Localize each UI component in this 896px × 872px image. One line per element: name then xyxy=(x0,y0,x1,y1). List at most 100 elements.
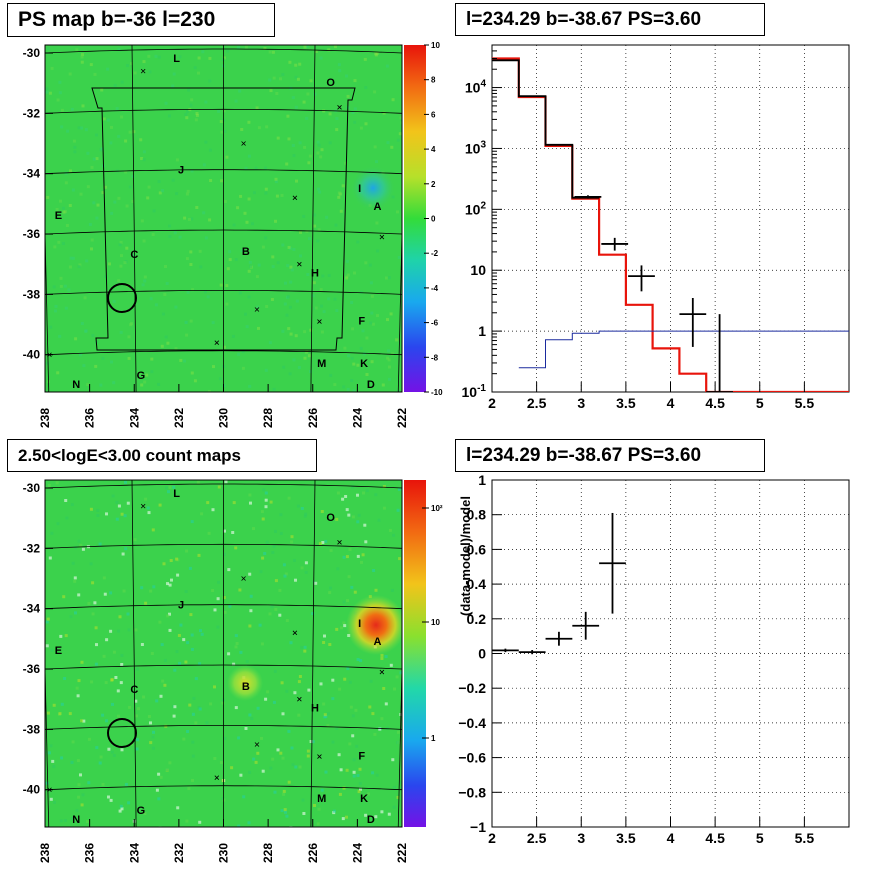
cnt-noise-pixel xyxy=(120,807,124,811)
ps-noise-pixel xyxy=(353,79,357,83)
cnt-noise-pixel xyxy=(269,500,273,504)
ps-noise-pixel xyxy=(106,118,110,122)
ps-noise-pixel xyxy=(226,49,230,53)
ps-meridian xyxy=(45,218,50,392)
ps-source-label: I xyxy=(358,183,361,195)
ps-noise-pixel xyxy=(238,89,242,93)
cnt-noise-pixel xyxy=(187,787,191,791)
ps-noise-pixel xyxy=(185,116,189,120)
ps-noise-pixel xyxy=(112,299,116,303)
ps-noise-pixel xyxy=(247,295,251,299)
ps-noise-pixel xyxy=(275,194,279,198)
residual-x-tick-label: 4.5 xyxy=(705,830,725,846)
ps-noise-pixel xyxy=(344,161,348,165)
cnt-noise-pixel xyxy=(114,676,118,679)
ps-noise-pixel xyxy=(108,262,111,266)
residual-data-points xyxy=(492,512,626,655)
ps-noise-pixel xyxy=(140,219,144,223)
residual-frame xyxy=(491,479,850,828)
cnt-noise-pixel xyxy=(227,568,231,572)
ps-noise-pixel xyxy=(352,362,356,366)
ps-x-marker xyxy=(379,234,385,240)
cnt-noise-pixel xyxy=(396,741,400,744)
cnt-noise-pixel xyxy=(226,824,230,827)
cnt-noise-pixel xyxy=(239,773,243,777)
cnt-noise-pixel xyxy=(273,790,277,794)
ps-noise-pixel xyxy=(312,281,316,285)
residual-y-tick-label: −1 xyxy=(470,819,486,835)
ps-noise-pixel xyxy=(241,366,245,370)
cnt-noise-pixel xyxy=(261,769,265,773)
ps-colorbar-tick-label: -4 xyxy=(431,284,439,293)
ps-noise-pixel xyxy=(313,224,317,228)
ps-x-marker xyxy=(140,68,146,74)
ps-noise-pixel xyxy=(164,101,168,105)
cnt-noise-pixel xyxy=(77,593,81,597)
cnt-noise-pixel xyxy=(345,555,349,559)
ps-noise-pixel xyxy=(334,223,338,227)
ps-noise-pixel xyxy=(387,358,391,362)
ps-noise-pixel xyxy=(110,360,113,364)
ps-colorbar-tick-label: 6 xyxy=(431,110,436,119)
cnt-noise-pixel xyxy=(79,773,82,777)
ps-noise-pixel xyxy=(193,66,197,70)
ps-noise-pixel xyxy=(255,275,259,279)
cnt-noise-pixel xyxy=(211,589,215,592)
ps-noise-pixel xyxy=(195,112,199,115)
cnt-meridian xyxy=(45,653,50,827)
ps-noise-pixel xyxy=(128,185,132,189)
cnt-noise-pixel xyxy=(382,506,386,510)
cnt-source-label: H xyxy=(311,702,319,714)
ps-noise-pixel xyxy=(223,200,227,203)
ps-noise-pixel xyxy=(204,236,208,240)
ps-map-title: PS map b=-36 l=230 xyxy=(7,3,275,37)
ps-source-label: J xyxy=(178,165,184,177)
ps-noise-pixel xyxy=(68,72,72,76)
ps-noise-pixel xyxy=(46,47,50,51)
ps-noise-pixel xyxy=(226,267,230,271)
cnt-noise-pixel xyxy=(123,514,127,518)
ps-noise-pixel xyxy=(71,188,75,192)
cnt-noise-pixel xyxy=(197,553,201,557)
ps-colorbar-tick-label: -2 xyxy=(431,249,439,258)
ps-noise-pixel xyxy=(131,200,135,203)
cnt-noise-pixel xyxy=(157,797,161,801)
cnt-noise-pixel xyxy=(128,705,132,709)
ps-noise-pixel xyxy=(91,334,95,337)
ps-noise-pixel xyxy=(154,303,158,307)
cnt-noise-pixel xyxy=(51,759,55,763)
cnt-source-label: N xyxy=(72,814,80,826)
ps-noise-pixel xyxy=(317,228,321,232)
cnt-x-tick-label: 236 xyxy=(83,843,97,863)
ps-noise-pixel xyxy=(274,177,278,181)
cnt-noise-pixel xyxy=(176,806,180,810)
ps-noise-pixel xyxy=(268,50,272,54)
ps-noise-pixel xyxy=(140,157,144,160)
cnt-x-tick-label: 230 xyxy=(217,843,231,863)
count-map-panel: L O J I A E C B H F G M K N D 238 236 234 232 230 228 226 224… xyxy=(23,479,443,863)
ps-noise-pixel xyxy=(264,191,268,195)
cnt-x-tick-label: 222 xyxy=(395,843,409,863)
ps-x-tick-label: 226 xyxy=(306,408,320,428)
ps-colorbar-tick-label: -10 xyxy=(431,388,443,397)
cnt-noise-pixel xyxy=(188,566,192,570)
cnt-noise-pixel xyxy=(349,705,353,709)
ps-noise-pixel xyxy=(321,274,325,278)
ps-noise-pixel xyxy=(307,354,311,358)
cnt-noise-pixel xyxy=(351,714,355,718)
ps-noise-pixel xyxy=(295,179,298,183)
cnt-noise-pixel xyxy=(272,545,276,548)
ps-noise-pixel xyxy=(356,240,360,244)
cnt-noise-pixel xyxy=(59,819,63,823)
count-colorbar-tick-label: 10² xyxy=(431,504,443,513)
ps-noise-pixel xyxy=(183,216,187,220)
ps-x-marker xyxy=(297,261,302,267)
spectrum-x-tick-label: 2.5 xyxy=(527,395,547,411)
cnt-noise-pixel xyxy=(155,788,159,792)
ps-noise-pixel xyxy=(63,284,67,288)
cnt-noise-pixel xyxy=(75,808,79,812)
ps-noise-pixel xyxy=(222,56,226,60)
ps-noise-pixel xyxy=(328,112,332,116)
cnt-noise-pixel xyxy=(318,542,322,546)
ps-noise-pixel xyxy=(127,356,131,360)
